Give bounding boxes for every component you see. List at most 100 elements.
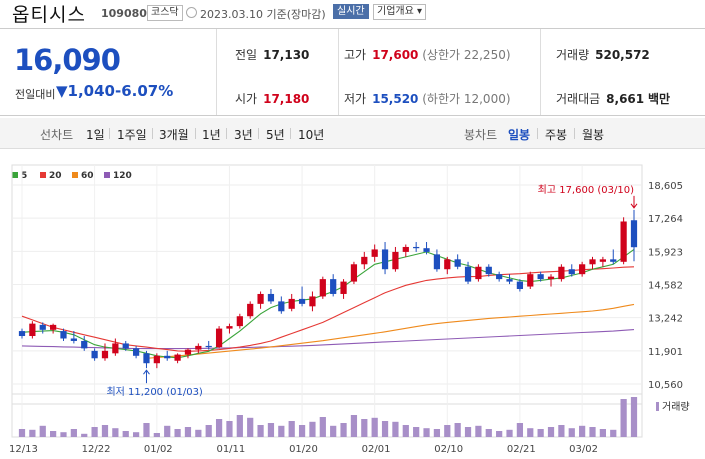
volume-bar [288, 421, 295, 437]
period-1d[interactable]: 1일 [86, 128, 105, 142]
volume-bar [236, 415, 243, 437]
current-price: 16,090 [14, 43, 121, 77]
candle-body [475, 266, 482, 280]
volume-bar [527, 428, 534, 437]
volume-bar [330, 425, 337, 437]
volume-bar [506, 429, 513, 437]
period-10y[interactable]: 10년 [298, 128, 325, 142]
y-tick-label: 18,605 [648, 181, 683, 192]
legend-ma60: 60 [72, 171, 94, 181]
volume-legend-mark [656, 402, 659, 411]
volume-bar [516, 423, 524, 437]
volume-bar [184, 427, 192, 437]
volume-bar [444, 425, 451, 437]
candle-body [433, 254, 441, 270]
volume-bar [29, 429, 36, 437]
candle-body [527, 274, 534, 287]
y-tick-label: 15,923 [648, 247, 683, 258]
candle-body [91, 350, 98, 359]
volume-bar [568, 428, 575, 437]
volume-bar [18, 429, 26, 437]
low-arrow-head [143, 369, 150, 375]
volume-bar [402, 425, 409, 437]
x-tick-label: 12/13 [9, 444, 38, 455]
candle-body [205, 345, 212, 348]
volume-panel [11, 393, 643, 438]
candle-monthly[interactable]: 월봉 [582, 128, 605, 142]
candle-body [454, 259, 461, 267]
volume-bar [413, 427, 420, 437]
x-tick-label: 02/21 [507, 444, 536, 455]
candle-body [174, 354, 181, 361]
x-tick-label: 02/10 [434, 444, 463, 455]
realtime-button[interactable]: 실시간 [333, 4, 369, 19]
candle-body [568, 269, 575, 275]
candle-body [184, 349, 192, 355]
volume-bar [433, 429, 441, 437]
stock-name: 옵티시스 [12, 4, 86, 26]
candle-body [29, 323, 36, 337]
volume-bar [50, 431, 57, 437]
volume-bar [122, 431, 129, 437]
volume-bar [599, 429, 606, 437]
candle-daily[interactable]: 일봉 [508, 128, 531, 142]
candle-body [402, 246, 409, 252]
candle-body [350, 264, 358, 282]
y-tick-label: 13,242 [648, 314, 683, 325]
candle-body [444, 259, 451, 270]
legend-ma120: 120 [104, 171, 132, 181]
period-3y[interactable]: 3년 [234, 128, 253, 142]
clock-icon [186, 7, 197, 18]
legend-ma20: 20 [40, 171, 62, 181]
volume-bar [547, 427, 555, 437]
period-5y[interactable]: 5년 [266, 128, 285, 142]
volume-bar [371, 417, 378, 437]
day-high: 고가 17,600 (상한가 22,250) [344, 48, 511, 62]
candle-body [81, 340, 88, 349]
volume-bar [610, 429, 617, 437]
volume-bar [361, 419, 368, 437]
volume-bar [537, 429, 544, 437]
period-1w[interactable]: 1주일 [117, 128, 147, 142]
candle-body [516, 281, 524, 290]
candle-body [236, 316, 243, 327]
period-1y[interactable]: 1년 [202, 128, 221, 142]
volume-bar [340, 423, 347, 437]
period-3m[interactable]: 3개월 [159, 128, 189, 142]
volume-bar [267, 423, 275, 437]
volume-bar [195, 429, 202, 437]
volume-bar [620, 399, 627, 437]
candle-body [226, 326, 233, 329]
y-tick-label: 17,264 [648, 214, 683, 225]
candle-body [39, 324, 46, 330]
low-annotation: 최저 11,200 (01/03) [106, 386, 202, 398]
open-price: 시가 17,180 [235, 92, 310, 106]
candle-body [309, 296, 316, 307]
volume-bar [257, 425, 264, 437]
candle-weekly[interactable]: 주봉 [545, 128, 568, 142]
volume-bar [101, 425, 109, 437]
candle-body [101, 350, 109, 359]
candle-body [392, 251, 399, 270]
volume-bar [60, 432, 67, 437]
line-chart-label: 선차트 [40, 128, 74, 142]
candle-body [298, 298, 306, 304]
candle-body [132, 348, 140, 356]
company-overview-dropdown[interactable]: 기업개요 ▾ [373, 4, 426, 20]
y-tick-label: 14,582 [648, 281, 683, 292]
candle-body [112, 343, 119, 354]
volume-bar [454, 423, 461, 437]
volume-bar [112, 428, 119, 437]
candle-body [288, 298, 295, 309]
candle-body [464, 266, 472, 282]
volume-bar [153, 433, 160, 437]
volume-bar [309, 421, 316, 437]
candle-body [610, 259, 617, 262]
volume-bar [381, 421, 389, 437]
volume-bar [81, 433, 88, 437]
x-tick-label: 01/20 [289, 444, 318, 455]
candle-body [599, 259, 606, 262]
x-tick-label: 01/11 [216, 444, 245, 455]
candle-body [18, 331, 26, 337]
